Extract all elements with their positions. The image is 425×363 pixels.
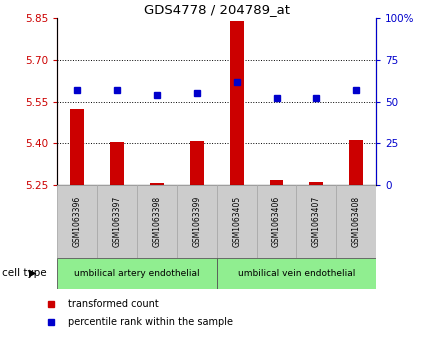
Bar [309,182,323,185]
Bar [150,183,164,185]
Text: GSM1063399: GSM1063399 [193,196,201,247]
Text: percentile rank within the sample: percentile rank within the sample [68,317,233,327]
Bar [257,185,296,258]
Bar [177,185,217,258]
Bar [269,180,283,185]
Text: GSM1063405: GSM1063405 [232,196,241,247]
Text: GSM1063408: GSM1063408 [352,196,361,247]
Text: GSM1063397: GSM1063397 [113,196,122,247]
Bar [110,142,124,185]
Title: GDS4778 / 204789_at: GDS4778 / 204789_at [144,3,290,16]
Text: GSM1063407: GSM1063407 [312,196,321,247]
Text: GSM1063398: GSM1063398 [153,196,162,247]
Text: GSM1063396: GSM1063396 [73,196,82,247]
Text: ▶: ▶ [29,268,37,278]
Bar [70,109,84,185]
Text: umbilical vein endothelial: umbilical vein endothelial [238,269,355,278]
Text: transformed count: transformed count [68,299,159,309]
Text: GSM1063406: GSM1063406 [272,196,281,247]
Bar [57,258,217,289]
Bar [217,258,376,289]
Bar [217,185,257,258]
Bar [97,185,137,258]
Text: cell type: cell type [2,268,47,278]
Bar [336,185,376,258]
Bar [137,185,177,258]
Bar [57,185,97,258]
Bar [349,140,363,185]
Bar [230,21,244,185]
Bar [190,142,204,185]
Bar [296,185,336,258]
Text: umbilical artery endothelial: umbilical artery endothelial [74,269,200,278]
